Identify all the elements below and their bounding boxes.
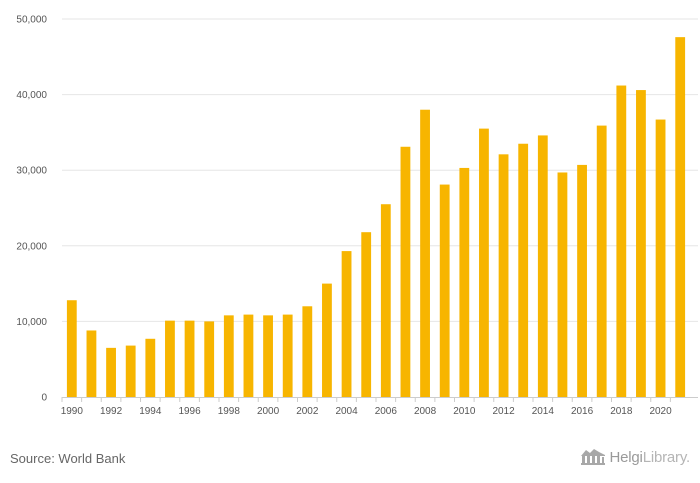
x-tick-label: 2010 xyxy=(453,406,476,417)
bar-2002[interactable] xyxy=(302,306,313,397)
bar-2015[interactable] xyxy=(557,172,568,397)
x-tick-label: 2008 xyxy=(414,406,437,417)
y-tick-label: 10,000 xyxy=(16,317,47,328)
bar-1991[interactable] xyxy=(86,330,97,397)
bar-2021[interactable] xyxy=(675,37,686,397)
helgilibrary-logo[interactable]: HelgiLibrary. xyxy=(580,448,691,466)
y-tick-label: 20,000 xyxy=(16,241,47,252)
library-columns-icon xyxy=(580,449,605,465)
x-tick-label: 2016 xyxy=(571,406,594,417)
bar-2018[interactable] xyxy=(616,85,627,397)
bar-2008[interactable] xyxy=(420,109,430,397)
x-tick-label: 1998 xyxy=(218,406,241,417)
bar-2005[interactable] xyxy=(361,232,372,397)
axes: 0 10,000 20,000 30,000 40,000 50,000 1990 1992 1… xyxy=(16,15,698,417)
bar-2011[interactable] xyxy=(479,128,489,397)
bar-2017[interactable] xyxy=(596,125,607,397)
y-tick-label: 50,000 xyxy=(16,15,47,26)
bar-1998[interactable] xyxy=(223,315,234,397)
x-tick-label: 2018 xyxy=(610,406,633,417)
bar-2016[interactable] xyxy=(577,164,587,397)
gridlines xyxy=(62,18,698,322)
bar-1992[interactable] xyxy=(106,347,116,397)
x-tick-label: 2012 xyxy=(492,406,515,417)
bar-2010[interactable] xyxy=(459,167,470,397)
bar-2012[interactable] xyxy=(498,154,509,397)
brand-name-bold: Helgi xyxy=(609,448,643,466)
bar-2000[interactable] xyxy=(263,315,273,397)
bar-2019[interactable] xyxy=(636,90,646,398)
bar-1993[interactable] xyxy=(125,345,136,397)
bar-1997[interactable] xyxy=(204,321,215,397)
bar-2006[interactable] xyxy=(380,204,391,397)
bar-1994[interactable] xyxy=(145,338,156,397)
bar-1996[interactable] xyxy=(184,320,195,397)
bars xyxy=(66,37,686,398)
brand-name-light: Library. xyxy=(642,448,691,466)
y-tick-label: 0 xyxy=(41,393,47,404)
x-tick-label: 1992 xyxy=(100,406,123,417)
x-tick-label: 2000 xyxy=(257,406,280,417)
bar-2009[interactable] xyxy=(439,184,450,397)
bar-chart: 0 10,000 20,000 30,000 40,000 50,000 1990 1992 1… xyxy=(16,15,698,417)
bar-2014[interactable] xyxy=(537,135,548,397)
bar-2020[interactable] xyxy=(655,119,666,397)
y-tick-label: 40,000 xyxy=(16,90,47,101)
bar-1999[interactable] xyxy=(243,314,254,397)
bar-1990[interactable] xyxy=(66,300,77,397)
bar-2003[interactable] xyxy=(322,283,332,397)
x-tick-label: 1994 xyxy=(139,406,162,417)
y-tick-label: 30,000 xyxy=(16,166,47,177)
x-tick-label: 2006 xyxy=(375,406,398,417)
x-tick-label: 2002 xyxy=(296,406,319,417)
x-tick-label: 1990 xyxy=(61,406,84,417)
bar-2007[interactable] xyxy=(400,146,411,397)
bar-2001[interactable] xyxy=(282,314,293,397)
x-tick-label: 2004 xyxy=(335,406,358,417)
bar-2004[interactable] xyxy=(341,251,352,397)
x-tick-label: 1996 xyxy=(178,406,201,417)
x-tick-label: 2014 xyxy=(532,406,555,417)
bar-1995[interactable] xyxy=(165,320,175,397)
source-note: Source: World Bank xyxy=(10,451,126,466)
bar-2013[interactable] xyxy=(518,143,529,397)
x-tick-label: 2020 xyxy=(649,406,672,417)
